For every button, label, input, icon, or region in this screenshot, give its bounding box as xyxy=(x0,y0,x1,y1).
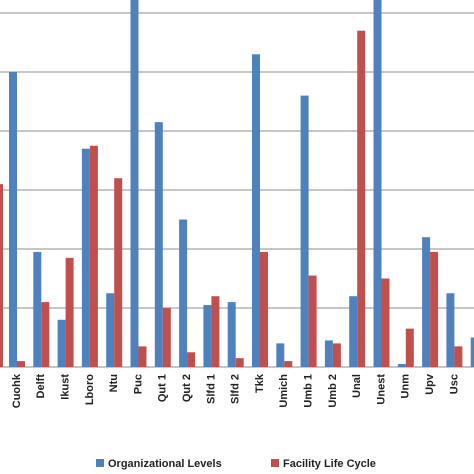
bar-unm-organizational-levels xyxy=(397,364,406,367)
bar-delft-organizational-levels xyxy=(33,251,42,367)
bar-puc-facility-life-cycle xyxy=(138,346,147,367)
x-tick-label-usc: Usc xyxy=(448,374,460,394)
bar-slfd-1-organizational-levels xyxy=(203,305,212,367)
bar-upv-facility-life-cycle xyxy=(430,251,439,367)
x-tick-label-tkk: Tkk xyxy=(254,373,266,393)
x-tick-label-upv: Upv xyxy=(424,373,436,395)
bar-umich-facility-life-cycle xyxy=(284,361,293,367)
bar-lboro-organizational-levels xyxy=(81,148,90,367)
bar-unal-facility-life-cycle xyxy=(357,30,366,367)
bar-usc-organizational-levels xyxy=(446,293,455,367)
x-tick-labels: Cuohk Delft Ikust Lboro Ntu Puc Qut 1 Qut 2 Slfd… xyxy=(11,373,460,408)
x-tick-label-lboro: Lboro xyxy=(84,374,96,405)
legend-label-organizational-levels: Organizational Levels xyxy=(108,458,222,470)
bar-cuohk-organizational-levels xyxy=(9,72,17,367)
bar-umb-2-organizational-levels xyxy=(324,340,333,367)
x-tick-label-qut-1: Qut 1 xyxy=(157,374,169,402)
bar-usc-facility-life-cycle xyxy=(454,346,463,367)
bar-ikust-organizational-levels xyxy=(57,319,66,367)
x-tick-label-ntu: Ntu xyxy=(108,374,120,392)
x-tick-label-puc: Puc xyxy=(132,374,144,394)
bar-tkk-facility-life-cycle xyxy=(260,251,268,367)
bar-upv-organizational-levels xyxy=(422,237,431,367)
bar-umb-1-organizational-levels xyxy=(300,95,309,367)
gridlines xyxy=(0,12,474,309)
bar-qut-2-facility-life-cycle xyxy=(187,352,196,367)
bar-unm-facility-life-cycle xyxy=(405,328,414,367)
bar-clipped-left-facility-life-cycle xyxy=(0,184,3,367)
bar-ntu-facility-life-cycle xyxy=(114,178,123,367)
bar-slfd-2-organizational-levels xyxy=(227,302,236,367)
bar-puc-organizational-levels xyxy=(130,0,139,368)
bar-delft-facility-life-cycle xyxy=(41,302,50,367)
x-tick-label-umb-2: Umb 2 xyxy=(327,374,339,408)
bars xyxy=(0,0,474,368)
bar-qut-1-organizational-levels xyxy=(154,122,163,368)
legend-swatch-organizational-levels xyxy=(96,459,104,467)
bar-unest-facility-life-cycle xyxy=(381,278,390,367)
bar-slfd-2-facility-life-cycle xyxy=(235,358,244,367)
bar-qut-2-organizational-levels xyxy=(179,219,188,367)
bar-lboro-facility-life-cycle xyxy=(89,145,98,367)
bar-tkk-organizational-levels xyxy=(252,54,260,368)
x-tick-label-qut-2: Qut 2 xyxy=(181,374,193,402)
x-tick-label-umich: Umich xyxy=(278,374,290,408)
x-tick-label-cuohk: Cuohk xyxy=(11,373,23,408)
legend-label-facility-life-cycle: Facility Life Cycle xyxy=(283,458,376,470)
bar-extra-organizational-levels xyxy=(470,337,474,367)
bar-unest-organizational-levels xyxy=(373,0,382,368)
bar-qut-1-facility-life-cycle xyxy=(162,308,171,367)
bar-umb-2-facility-life-cycle xyxy=(332,343,341,367)
x-tick-label-slfd-2: Slfd 2 xyxy=(230,374,242,404)
x-tick-label-unest: Unest xyxy=(375,374,387,405)
bar-umb-1-facility-life-cycle xyxy=(308,275,317,367)
bar-ntu-organizational-levels xyxy=(106,293,115,367)
x-tick-label-umb-1: Umb 1 xyxy=(303,374,315,408)
x-tick-label-unm: Unm xyxy=(400,374,412,399)
bar-ikust-facility-life-cycle xyxy=(65,257,74,367)
x-tick-label-slfd-1: Slfd 1 xyxy=(205,374,217,404)
bar-unal-organizational-levels xyxy=(349,296,358,367)
bar-umich-organizational-levels xyxy=(276,343,285,367)
x-tick-label-unal: Unal xyxy=(351,374,363,398)
legend: Organizational Levels Facility Life Cycle xyxy=(96,458,376,470)
x-tick-label-delft: Delft xyxy=(35,374,47,399)
bar-slfd-1-facility-life-cycle xyxy=(211,296,220,367)
legend-swatch-facility-life-cycle xyxy=(271,459,279,467)
bar-cuohk-facility-life-cycle xyxy=(17,361,25,367)
x-tick-label-ikust: Ikust xyxy=(60,374,72,400)
